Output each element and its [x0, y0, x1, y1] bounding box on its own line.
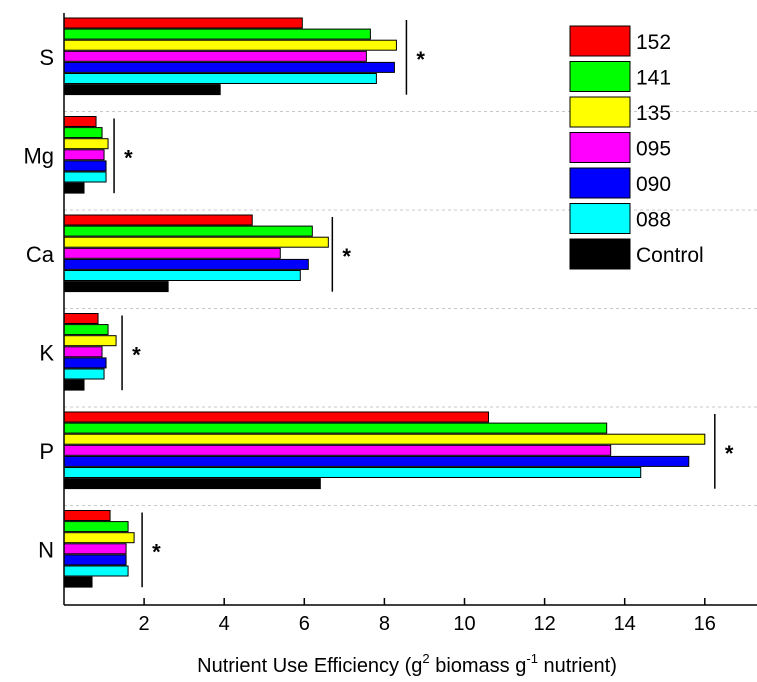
legend: 152 141 135 095 090 088 Control — [569, 25, 704, 270]
legend-label: 095 — [636, 138, 671, 161]
bar-N-Control — [63, 576, 93, 588]
axes — [63, 13, 757, 606]
bar-Ca-141 — [63, 225, 313, 237]
significance-star: * — [132, 342, 141, 367]
bar-Mg-152 — [63, 116, 97, 127]
x-tick-label: 2 — [139, 613, 150, 635]
bar-Mg-095 — [63, 149, 105, 161]
bar-P-090 — [63, 455, 690, 467]
bar-Mg-135 — [63, 138, 109, 150]
bar-N-152 — [63, 510, 111, 521]
bar-Ca-152 — [63, 214, 253, 226]
legend-swatch — [569, 25, 631, 57]
bar-S-152 — [63, 17, 303, 29]
legend-label: 135 — [636, 102, 671, 125]
category-label: Mg — [23, 143, 54, 168]
bar-N-088 — [63, 565, 129, 577]
bar-K-095 — [63, 346, 103, 358]
bar-S-141 — [63, 28, 371, 40]
bar-N-090 — [63, 554, 127, 566]
x-tick-label: 8 — [379, 613, 390, 635]
bar-Ca-Control — [63, 281, 169, 293]
bar-K-135 — [63, 335, 117, 347]
bar-Mg-Control — [63, 182, 85, 194]
bar-K-152 — [63, 313, 99, 324]
legend-swatch — [569, 132, 631, 163]
bar-Mg-088 — [63, 171, 107, 183]
legend-swatch — [569, 167, 631, 199]
bar-S-Control — [63, 84, 221, 96]
bar-P-141 — [63, 422, 608, 434]
bar-K-Control — [63, 379, 85, 391]
legend-label: 090 — [636, 173, 671, 196]
legend-swatch — [569, 61, 631, 92]
bar-P-135 — [63, 433, 706, 445]
x-tick-label: 10 — [453, 613, 475, 635]
bar-N-141 — [63, 521, 129, 533]
x-tick-label: 12 — [533, 613, 555, 635]
bar-S-088 — [63, 73, 377, 84]
bar-Ca-088 — [63, 270, 301, 281]
category-label: P — [39, 439, 54, 464]
significance-star: * — [152, 539, 161, 564]
bar-P-088 — [63, 467, 642, 478]
category-label: N — [38, 537, 54, 562]
significance-markers: * * * * * * — [113, 20, 734, 588]
x-tick-label: 14 — [614, 613, 636, 635]
bar-K-088 — [63, 368, 105, 380]
bar-Ca-095 — [63, 247, 281, 259]
legend-swatch — [569, 96, 631, 128]
significance-star: * — [416, 47, 425, 72]
bar-K-090 — [63, 357, 107, 369]
bar-S-135 — [63, 39, 397, 51]
x-tick-label: 16 — [694, 613, 716, 635]
bar-Ca-090 — [63, 258, 309, 270]
bar-S-095 — [63, 50, 367, 62]
significance-star: * — [124, 145, 133, 170]
x-tick-label: 6 — [299, 613, 310, 635]
legend-swatch — [569, 238, 631, 270]
x-ticks: 2 4 6 8 10 12 14 16 — [139, 598, 716, 635]
category-labels: S Mg Ca K P N — [23, 45, 55, 562]
bar-Ca-135 — [63, 236, 329, 248]
bar-P-152 — [63, 411, 490, 423]
bar-N-135 — [63, 532, 135, 544]
legend-label: 141 — [636, 67, 671, 90]
bar-P-095 — [63, 444, 612, 456]
x-tick-label: 4 — [219, 613, 230, 635]
category-label: K — [39, 340, 54, 365]
legend-label: Control — [636, 244, 704, 267]
category-label: S — [39, 45, 54, 70]
bar-P-Control — [63, 478, 321, 490]
significance-star: * — [342, 244, 351, 269]
legend-label: 088 — [636, 209, 671, 232]
legend-label: 152 — [636, 31, 671, 54]
bar-Mg-141 — [63, 127, 103, 139]
bars-group — [63, 17, 706, 588]
category-separators — [64, 111, 757, 506]
category-label: Ca — [26, 242, 55, 267]
bar-Mg-090 — [63, 160, 107, 172]
bar-S-090 — [63, 61, 395, 73]
bar-N-095 — [63, 543, 127, 555]
x-axis-title: Nutrient Use Efficiency (g2 biomass g-1 … — [197, 651, 617, 677]
legend-swatch — [569, 203, 631, 234]
bar-K-141 — [63, 324, 109, 336]
significance-star: * — [725, 441, 734, 466]
